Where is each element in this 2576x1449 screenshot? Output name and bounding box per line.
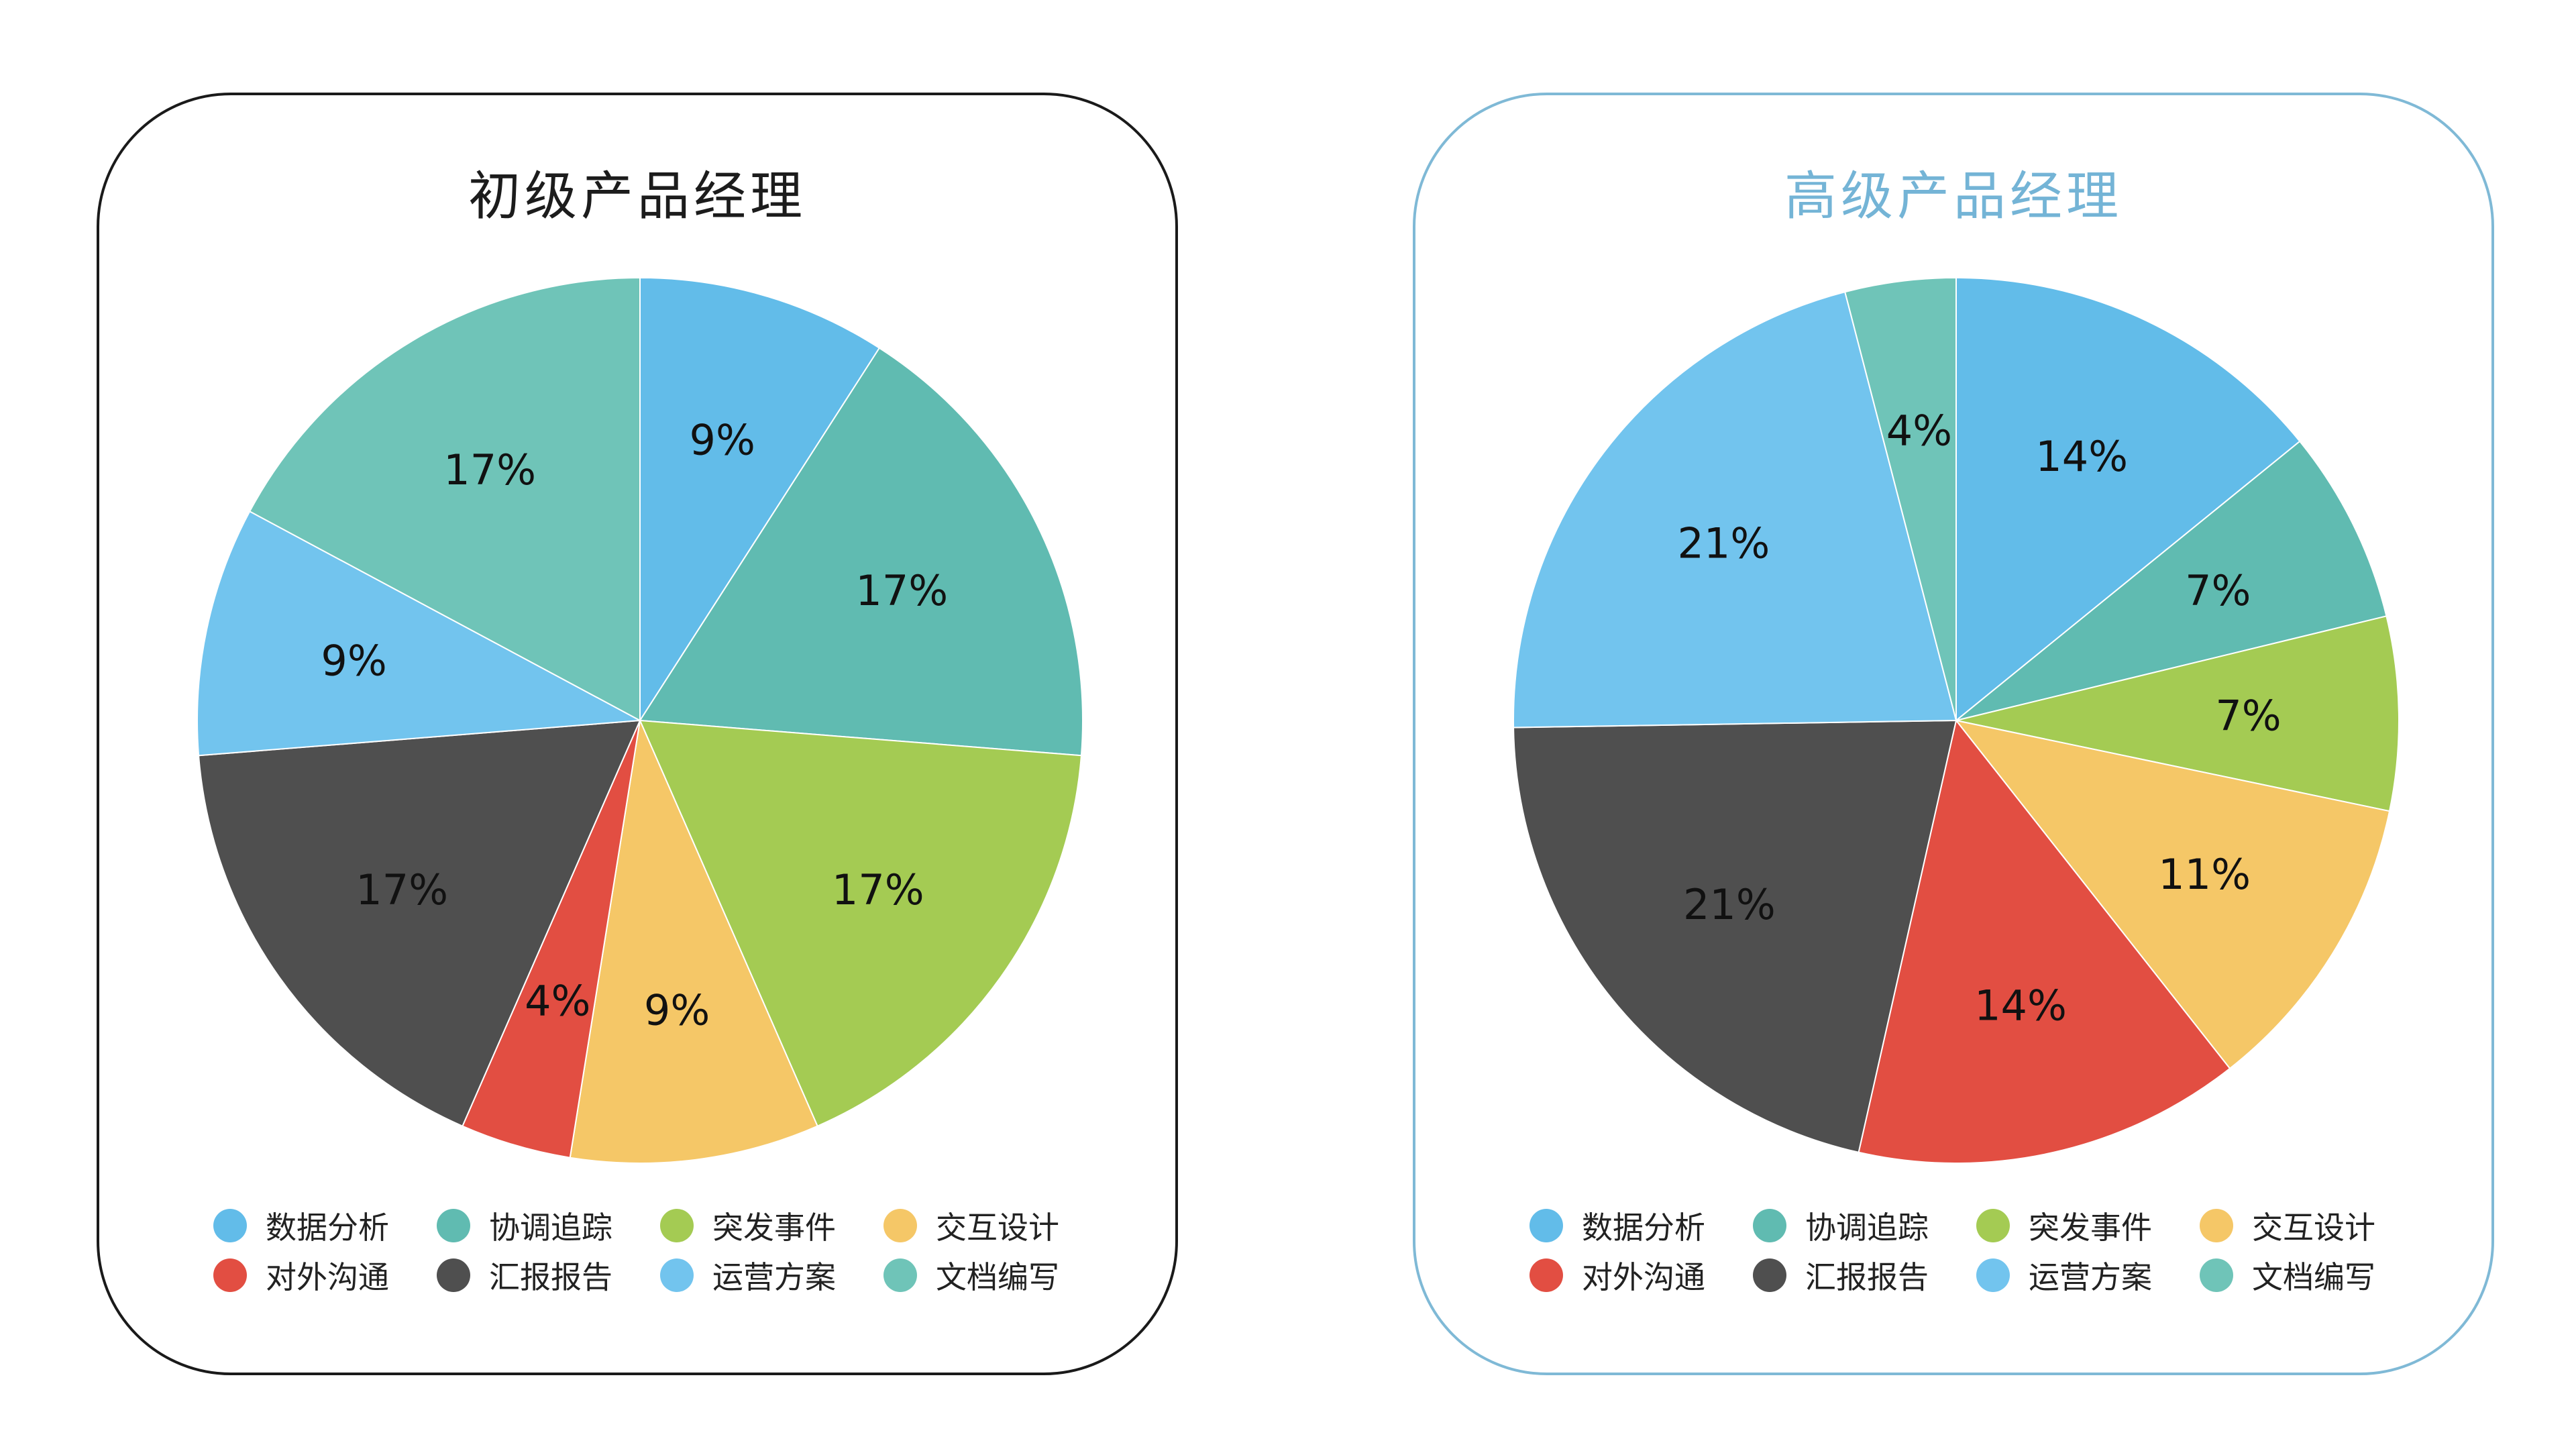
senior-pm-legend: 数据分析 协调追踪 突发事件 交互设计对外沟通 汇报报告 运营方案 文档编写 xyxy=(1529,1205,2415,1296)
senior-pm-slice-label-8: 4% xyxy=(1886,406,1952,455)
legend-swatch-icon xyxy=(437,1258,470,1292)
senior-pm-chart-title: 高级产品经理 xyxy=(1784,166,2123,227)
senior-pm-legend-item-6: 汇报报告 xyxy=(1753,1254,1976,1296)
legend-swatch-icon xyxy=(883,1258,917,1292)
senior-pm-legend-item-1: 数据分析 xyxy=(1529,1205,1753,1246)
legend-swatch-icon xyxy=(213,1209,247,1242)
senior-pm-pie-slice-7 xyxy=(1513,290,1957,729)
legend-label: 文档编写 xyxy=(2252,1259,2375,1295)
legend-label: 对外沟通 xyxy=(266,1259,389,1295)
junior-pm-legend-item-2: 协调追踪 xyxy=(437,1205,660,1246)
junior-pm-legend-item-7: 运营方案 xyxy=(660,1254,883,1296)
junior-pm-slice-label-6: 17% xyxy=(356,865,448,914)
senior-pm-pie-slice-4 xyxy=(1954,719,2391,1070)
legend-label: 汇报报告 xyxy=(489,1259,612,1295)
legend-label: 运营方案 xyxy=(712,1259,836,1295)
junior-pm-legend-item-6: 汇报报告 xyxy=(437,1254,660,1296)
senior-pm-pie-slice-1 xyxy=(1955,276,2301,722)
senior-pm-slice-label-5: 14% xyxy=(1974,981,2067,1030)
junior-pm-pie-slice-8 xyxy=(248,276,641,722)
senior-pm-pie-slice-3 xyxy=(1955,615,2400,812)
junior-pm-legend: 数据分析 协调追踪 突发事件 交互设计对外沟通 汇报报告 运营方案 文档编写 xyxy=(213,1205,1099,1296)
senior-pm-slice-label-1: 14% xyxy=(2035,432,2128,481)
senior-pm-slice-label-4: 11% xyxy=(2158,850,2251,899)
legend-swatch-icon xyxy=(660,1209,694,1242)
senior-pm-pie-slice-2 xyxy=(1955,440,2387,721)
junior-pm-chart-title: 初级产品经理 xyxy=(468,166,806,227)
junior-pm-slice-label-2: 17% xyxy=(855,566,948,615)
senior-pm-card: 高级产品经理 14% 7% 7% 11% 14% 21% 21% 4% 数据分析 协调追踪 突发事… xyxy=(1413,93,2494,1375)
legend-label: 汇报报告 xyxy=(1805,1259,1929,1295)
senior-pm-slice-label-6: 21% xyxy=(1683,880,1776,929)
junior-pm-pie-slice-3 xyxy=(639,719,1082,1127)
legend-label: 突发事件 xyxy=(712,1210,836,1246)
legend-swatch-icon xyxy=(1529,1209,1563,1242)
junior-pm-pie-slice-7 xyxy=(197,510,643,757)
legend-swatch-icon xyxy=(1753,1258,1786,1292)
junior-pm-slice-label-5: 4% xyxy=(525,977,590,1026)
legend-label: 突发事件 xyxy=(2029,1210,2152,1246)
legend-swatch-icon xyxy=(2200,1258,2233,1292)
junior-pm-pie-chart: 9% 17% 17% 9% 4% 17% 9% 17% xyxy=(197,276,1083,1164)
legend-label: 对外沟通 xyxy=(1582,1259,1705,1295)
legend-label: 数据分析 xyxy=(1582,1210,1705,1246)
senior-pm-pie-chart: 14% 7% 7% 11% 14% 21% 21% 4% xyxy=(1513,276,2400,1164)
junior-pm-legend-item-8: 文档编写 xyxy=(883,1254,1107,1296)
legend-swatch-icon xyxy=(1976,1209,2010,1242)
junior-pm-slice-label-8: 17% xyxy=(443,445,536,494)
senior-pm-legend-item-2: 协调追踪 xyxy=(1753,1205,1976,1246)
legend-label: 协调追踪 xyxy=(489,1210,612,1246)
legend-swatch-icon xyxy=(2200,1209,2233,1242)
senior-pm-legend-item-4: 交互设计 xyxy=(2200,1205,2423,1246)
junior-pm-slice-label-4: 9% xyxy=(644,986,710,1035)
junior-pm-legend-item-1: 数据分析 xyxy=(213,1205,437,1246)
legend-label: 文档编写 xyxy=(936,1259,1059,1295)
legend-swatch-icon xyxy=(883,1209,917,1242)
senior-pm-pie-slice-5 xyxy=(1858,718,2231,1164)
legend-label: 交互设计 xyxy=(2252,1210,2375,1246)
junior-pm-slice-label-1: 9% xyxy=(690,416,755,465)
junior-pm-slice-label-7: 9% xyxy=(321,636,386,685)
junior-pm-pie-slice-1 xyxy=(639,276,881,723)
senior-pm-slice-label-3: 7% xyxy=(2215,692,2281,741)
legend-swatch-icon xyxy=(660,1258,694,1292)
legend-swatch-icon xyxy=(213,1258,247,1292)
senior-pm-legend-item-3: 突发事件 xyxy=(1976,1205,2200,1246)
senior-pm-pie-slice-8 xyxy=(1844,276,1957,721)
legend-swatch-icon xyxy=(1976,1258,2010,1292)
legend-swatch-icon xyxy=(1753,1209,1786,1242)
senior-pm-pie-slice-6 xyxy=(1513,719,1957,1153)
junior-pm-legend-item-4: 交互设计 xyxy=(883,1205,1107,1246)
senior-pm-legend-item-5: 对外沟通 xyxy=(1529,1254,1753,1296)
legend-label: 运营方案 xyxy=(2029,1259,2152,1295)
junior-pm-pie-slice-6 xyxy=(198,719,641,1127)
junior-pm-legend-item-5: 对外沟通 xyxy=(213,1254,437,1296)
junior-pm-slice-label-3: 17% xyxy=(832,865,924,914)
legend-label: 数据分析 xyxy=(266,1210,389,1246)
legend-swatch-icon xyxy=(1529,1258,1563,1292)
junior-pm-pie-slice-4 xyxy=(569,718,818,1164)
senior-pm-legend-item-7: 运营方案 xyxy=(1976,1254,2200,1296)
junior-pm-pie-slice-2 xyxy=(639,347,1083,757)
senior-pm-slice-label-2: 7% xyxy=(2185,566,2251,615)
senior-pm-legend-item-8: 文档编写 xyxy=(2200,1254,2423,1296)
legend-label: 协调追踪 xyxy=(1805,1210,1929,1246)
junior-pm-legend-item-3: 突发事件 xyxy=(660,1205,883,1246)
legend-label: 交互设计 xyxy=(936,1210,1059,1246)
junior-pm-card: 初级产品经理 9% 17% 17% 9% 4% 17% 9% 17% 数据分析 协调追踪 突发事件… xyxy=(97,93,1178,1375)
senior-pm-slice-label-7: 21% xyxy=(1677,519,1770,568)
legend-swatch-icon xyxy=(437,1209,470,1242)
